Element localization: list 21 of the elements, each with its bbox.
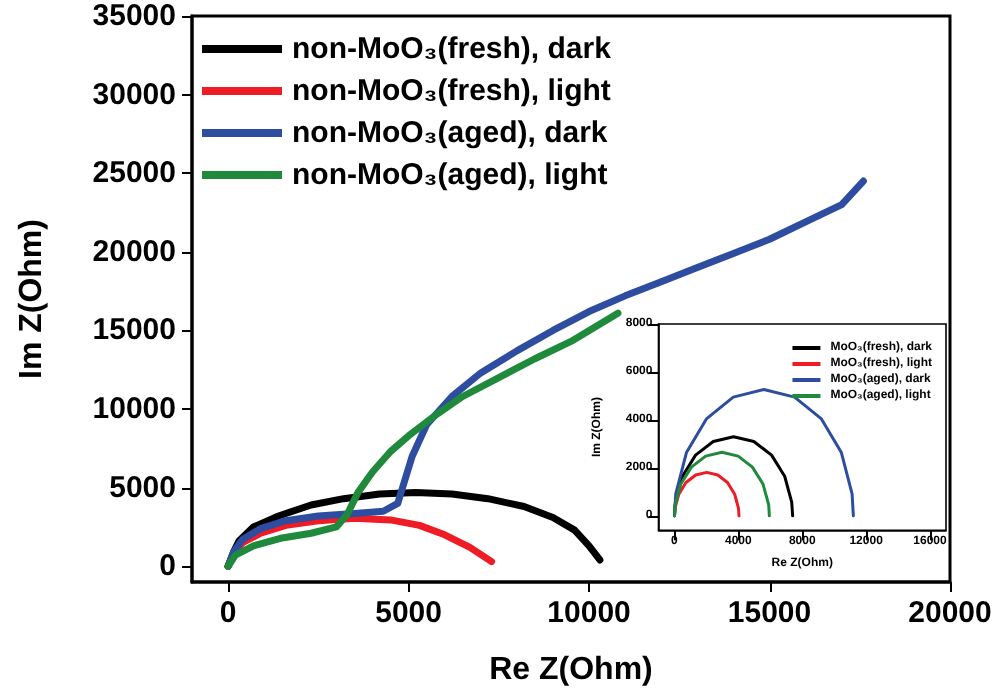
legend-label: non-MoO₃(fresh), light (292, 74, 611, 108)
x-tick-label: 0 (219, 596, 237, 630)
y-tick-label: 10000 (92, 392, 176, 427)
y-tick-label: 25000 (92, 156, 176, 191)
legend-label: non-MoO₃(aged), dark (292, 116, 609, 150)
line-series (672, 450, 771, 518)
line-series (224, 309, 622, 570)
y-tick-label: 20000 (92, 234, 176, 269)
line-series (672, 470, 741, 518)
y-tick-label: 15000 (92, 313, 176, 348)
y-tick-label: 5000 (109, 470, 176, 505)
x-axis-title: Re Z(Ohm) (489, 653, 653, 687)
x-tick-label: 5000 (375, 596, 442, 630)
y-axis-title: Im Z(Ohm) (15, 219, 49, 379)
legend-label: non-MoO₃(aged), light (292, 158, 608, 192)
x-tick-label: 10000 (547, 596, 631, 630)
legend-label: non-MoO₃(fresh), dark (292, 32, 613, 66)
y-tick-label: 30000 (92, 77, 176, 112)
x-tick-label: 15000 (727, 596, 812, 630)
x-tick-label: 20000 (908, 596, 992, 630)
y-tick-label: 35000 (92, 0, 176, 33)
